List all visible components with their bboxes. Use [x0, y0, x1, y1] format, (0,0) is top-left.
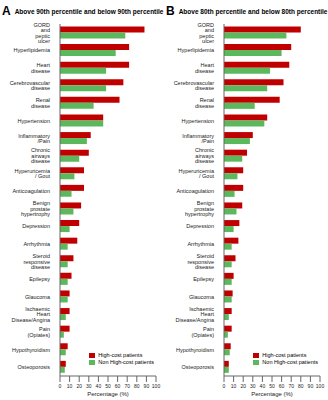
svg-text:Epilepsy: Epilepsy	[29, 276, 50, 282]
svg-text:Hypothyroidism: Hypothyroidism	[12, 347, 50, 353]
svg-text:Depression: Depression	[22, 223, 50, 229]
svg-text:Arrhythmia: Arrhythmia	[23, 241, 51, 247]
svg-text:Glaucoma: Glaucoma	[25, 294, 51, 300]
svg-text:Renaldisease: Renaldisease	[195, 97, 214, 109]
svg-text:Chronicairwaysdisease: Chronicairwaysdisease	[31, 147, 50, 164]
svg-text:50: 50	[269, 383, 275, 389]
svg-text:Hypothyroidism: Hypothyroidism	[176, 347, 214, 353]
svg-text:20: 20	[240, 383, 246, 389]
svg-text:Anticoagulation: Anticoagulation	[176, 188, 214, 194]
svg-text:Pain(Opiates): Pain(Opiates)	[27, 326, 50, 338]
svg-text:0: 0	[59, 383, 62, 389]
svg-text:100: 100	[316, 383, 320, 389]
svg-text:90: 90	[308, 383, 314, 389]
svg-text:Cerebrovasculardisease: Cerebrovasculardisease	[174, 80, 215, 92]
svg-text:Chronicairwaysdisease: Chronicairwaysdisease	[195, 147, 214, 164]
svg-text:Steroidresponsivedisease: Steroidresponsivedisease	[23, 253, 50, 270]
html-text:High-cost patients: High-cost patients	[262, 352, 307, 358]
svg-text:70: 70	[124, 383, 130, 389]
svg-text:Renaldisease: Renaldisease	[31, 97, 50, 109]
html-text:A Above 90th percentile and be: A Above 90th percentile and below 90th p…	[2, 4, 164, 18]
svg-text:Hyperlipidemia: Hyperlipidemia	[14, 47, 51, 53]
svg-text:Cerebrovasculardisease: Cerebrovasculardisease	[10, 80, 51, 92]
svg-text:Inflammatory/Pain: Inflammatory/Pain	[182, 133, 214, 145]
svg-text:Depression: Depression	[186, 223, 214, 229]
svg-text:GORDandpepticulcer: GORDandpepticulcer	[34, 22, 51, 44]
svg-text:Heartdisease: Heartdisease	[31, 62, 50, 74]
svg-text:Hyperuricemia/ Gout: Hyperuricemia/ Gout	[15, 168, 51, 180]
svg-text:Benignprostatehypertrophy: Benignprostatehypertrophy	[21, 200, 50, 217]
html-text:Non High-cost patients: Non High-cost patients	[98, 359, 154, 365]
svg-text:90: 90	[144, 383, 150, 389]
svg-text:10: 10	[67, 383, 73, 389]
svg-text:Arrhythmia: Arrhythmia	[187, 241, 215, 247]
svg-text:Steroidresponsivedisease: Steroidresponsivedisease	[187, 253, 214, 270]
svg-text:Glaucoma: Glaucoma	[189, 294, 215, 300]
svg-text:Anticoagulation: Anticoagulation	[12, 188, 50, 194]
svg-text:0: 0	[223, 383, 226, 389]
svg-text:50: 50	[105, 383, 111, 389]
svg-text:Percentage (%): Percentage (%)	[251, 391, 293, 397]
html-text:High-cost patients: High-cost patients	[98, 352, 143, 358]
svg-text:Benignprostatehypertrophy: Benignprostatehypertrophy	[185, 200, 214, 217]
svg-text:Hypertension: Hypertension	[182, 118, 214, 124]
svg-text:Percentage (%): Percentage (%)	[87, 391, 129, 397]
svg-text:IschaemicHeartDisease/Angina: IschaemicHeartDisease/Angina	[175, 306, 214, 323]
svg-text:40: 40	[96, 383, 102, 389]
html-text:Non High-cost patients: Non High-cost patients	[262, 359, 318, 365]
svg-text:Hyperlipidemia: Hyperlipidemia	[178, 47, 215, 53]
svg-text:70: 70	[288, 383, 294, 389]
svg-text:Pain(Opiates): Pain(Opiates)	[191, 326, 214, 338]
svg-text:Osteoporosis: Osteoporosis	[18, 364, 51, 370]
svg-text:60: 60	[115, 383, 121, 389]
svg-text:IschaemicHeartDisease/Angina: IschaemicHeartDisease/Angina	[11, 306, 50, 323]
svg-text:Hyperuricemia/ Gout: Hyperuricemia/ Gout	[179, 168, 215, 180]
svg-text:60: 60	[279, 383, 285, 389]
svg-text:Inflammatory/Pain: Inflammatory/Pain	[18, 133, 50, 145]
svg-text:GORDandpepticulcer: GORDandpepticulcer	[198, 22, 215, 44]
svg-text:10: 10	[231, 383, 237, 389]
svg-text:30: 30	[86, 383, 92, 389]
svg-text:80: 80	[134, 383, 140, 389]
svg-text:Epilepsy: Epilepsy	[193, 276, 214, 282]
svg-text:40: 40	[260, 383, 266, 389]
html-text:B Above 80th percentile and be: B Above 80th percentile and below 80th p…	[166, 4, 328, 18]
svg-text:80: 80	[298, 383, 304, 389]
svg-text:30: 30	[250, 383, 256, 389]
svg-text:20: 20	[76, 383, 82, 389]
svg-text:Heartdisease: Heartdisease	[195, 62, 214, 74]
svg-text:Hypertension: Hypertension	[18, 118, 50, 124]
svg-text:Osteoporosis: Osteoporosis	[182, 364, 215, 370]
svg-text:100: 100	[152, 383, 161, 389]
